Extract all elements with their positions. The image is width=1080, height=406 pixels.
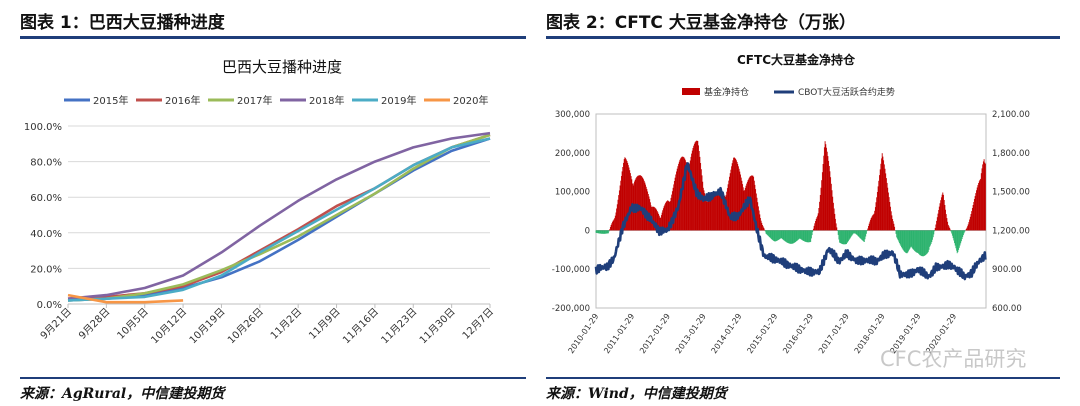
x-tick-label: 9月28日 bbox=[76, 306, 112, 342]
legend-label: 2019年 bbox=[381, 94, 416, 107]
x-tick-label: 2015-01-29 bbox=[745, 312, 779, 355]
legend-label: 2016年 bbox=[165, 94, 200, 107]
left-panel-title: 图表 1：巴西大豆播种进度 bbox=[20, 13, 225, 33]
right-title-rule bbox=[546, 36, 1060, 39]
y-right-tick-label: 1,800.00 bbox=[992, 149, 1030, 159]
y-left-tick-label: -200,000 bbox=[552, 304, 590, 314]
left-source-rule bbox=[20, 377, 526, 379]
y-left-tick-label: -100,000 bbox=[552, 265, 590, 275]
legend-label: CBOT大豆活跃合约走势 bbox=[798, 86, 895, 98]
grid-lines bbox=[68, 125, 490, 269]
x-tick-label: 11月2日 bbox=[268, 306, 304, 342]
legend-label: 基金净持仓 bbox=[704, 86, 749, 98]
right-source: 来源：Wind，中信建投期货 bbox=[546, 386, 727, 402]
legend-label: 2020年 bbox=[453, 94, 488, 107]
series-line bbox=[67, 131, 491, 300]
y-left-tick-label: 300,000 bbox=[555, 110, 590, 120]
legend-label: 2017年 bbox=[237, 94, 272, 107]
x-tick-label: 10月19日 bbox=[187, 306, 228, 347]
x-tick-label: 2011-01-29 bbox=[602, 312, 636, 355]
y-right-tick-label: 2,100.00 bbox=[992, 110, 1030, 120]
x-tick-label: 2012-01-29 bbox=[638, 312, 672, 355]
y-left-tick-label: 0 bbox=[585, 226, 590, 236]
planting-progress-chart: 巴西大豆播种进度 0.0% 20.0% 40.0% 60.0% 80.0% 100.0% 9… bbox=[24, 58, 496, 346]
plot-border bbox=[595, 113, 987, 309]
y-tick-label: 80.0% bbox=[30, 158, 62, 169]
x-tick-label: 2013-01-29 bbox=[674, 312, 708, 355]
right-panel-title: 图表 2：CFTC 大豆基金净持仓（万张） bbox=[546, 13, 856, 33]
x-tick-label: 10月26日 bbox=[225, 306, 266, 347]
cbot-price-line bbox=[594, 162, 987, 281]
axes: 0.0% 20.0% 40.0% 60.0% 80.0% 100.0% 9月21日 9月28日… bbox=[24, 122, 496, 346]
y-left-tick-label: 200,000 bbox=[555, 149, 590, 159]
x-tick-label: 11月23日 bbox=[379, 306, 420, 347]
y-left-tick-label: 100,000 bbox=[555, 188, 590, 198]
x-tick-label: 11月30日 bbox=[417, 306, 458, 347]
legend: 基金净持仓 CBOT大豆活跃合约走势 bbox=[682, 86, 895, 98]
series-lines bbox=[67, 131, 491, 304]
series-line bbox=[67, 293, 184, 304]
right-source-rule bbox=[546, 377, 1060, 379]
series-line bbox=[67, 133, 491, 302]
y-right-tick-label: 1,500.00 bbox=[992, 188, 1030, 198]
left-title-rule bbox=[20, 36, 526, 39]
x-tick-label: 12月7日 bbox=[460, 306, 496, 342]
x-tick-label: 11月9日 bbox=[307, 306, 343, 342]
x-tick-label: 10月12日 bbox=[149, 306, 190, 347]
y-tick-label: 100.0% bbox=[24, 122, 62, 133]
series-line bbox=[67, 137, 491, 302]
watermark: CFC农产品研究 bbox=[880, 347, 1027, 371]
x-tick-label: 9月21日 bbox=[38, 306, 74, 342]
cbot-price-line bbox=[594, 162, 987, 281]
legend-label: 2015年 bbox=[93, 94, 128, 107]
legend-swatch bbox=[682, 88, 700, 95]
x-tick-label: 2014-01-29 bbox=[710, 312, 744, 355]
chart-title: 巴西大豆播种进度 bbox=[222, 58, 342, 76]
y-tick-label: 40.0% bbox=[30, 229, 62, 240]
legend-label: 2018年 bbox=[309, 94, 344, 107]
cftc-position-chart: CFTC大豆基金净持仓 基金净持仓 CBOT大豆活跃合约走势 -200,000 -1… bbox=[552, 52, 1030, 355]
x-tick-label: 2017-01-29 bbox=[817, 312, 851, 355]
legend: 2015年 2016年 2017年 2018年 2019年 2020年 bbox=[64, 94, 488, 107]
left-source: 来源：AgRural，中信建投期货 bbox=[20, 386, 225, 402]
series-line bbox=[67, 137, 491, 302]
y-right-tick-label: 1,200.00 bbox=[992, 226, 1030, 236]
net-position-bars bbox=[595, 140, 986, 257]
x-tick-label: 11月16日 bbox=[340, 306, 381, 347]
y-right-tick-label: 600.00 bbox=[992, 304, 1022, 314]
x-tick-label: 10月5日 bbox=[115, 306, 151, 342]
y-tick-label: 0.0% bbox=[37, 300, 62, 311]
y-tick-label: 60.0% bbox=[30, 193, 62, 204]
x-tick-label: 2010-01-29 bbox=[566, 312, 600, 355]
chart-title: CFTC大豆基金净持仓 bbox=[737, 52, 856, 67]
y-tick-label: 20.0% bbox=[30, 264, 62, 275]
x-tick-label: 2016-01-29 bbox=[781, 312, 815, 355]
y-right-tick-label: 900.00 bbox=[992, 265, 1022, 275]
